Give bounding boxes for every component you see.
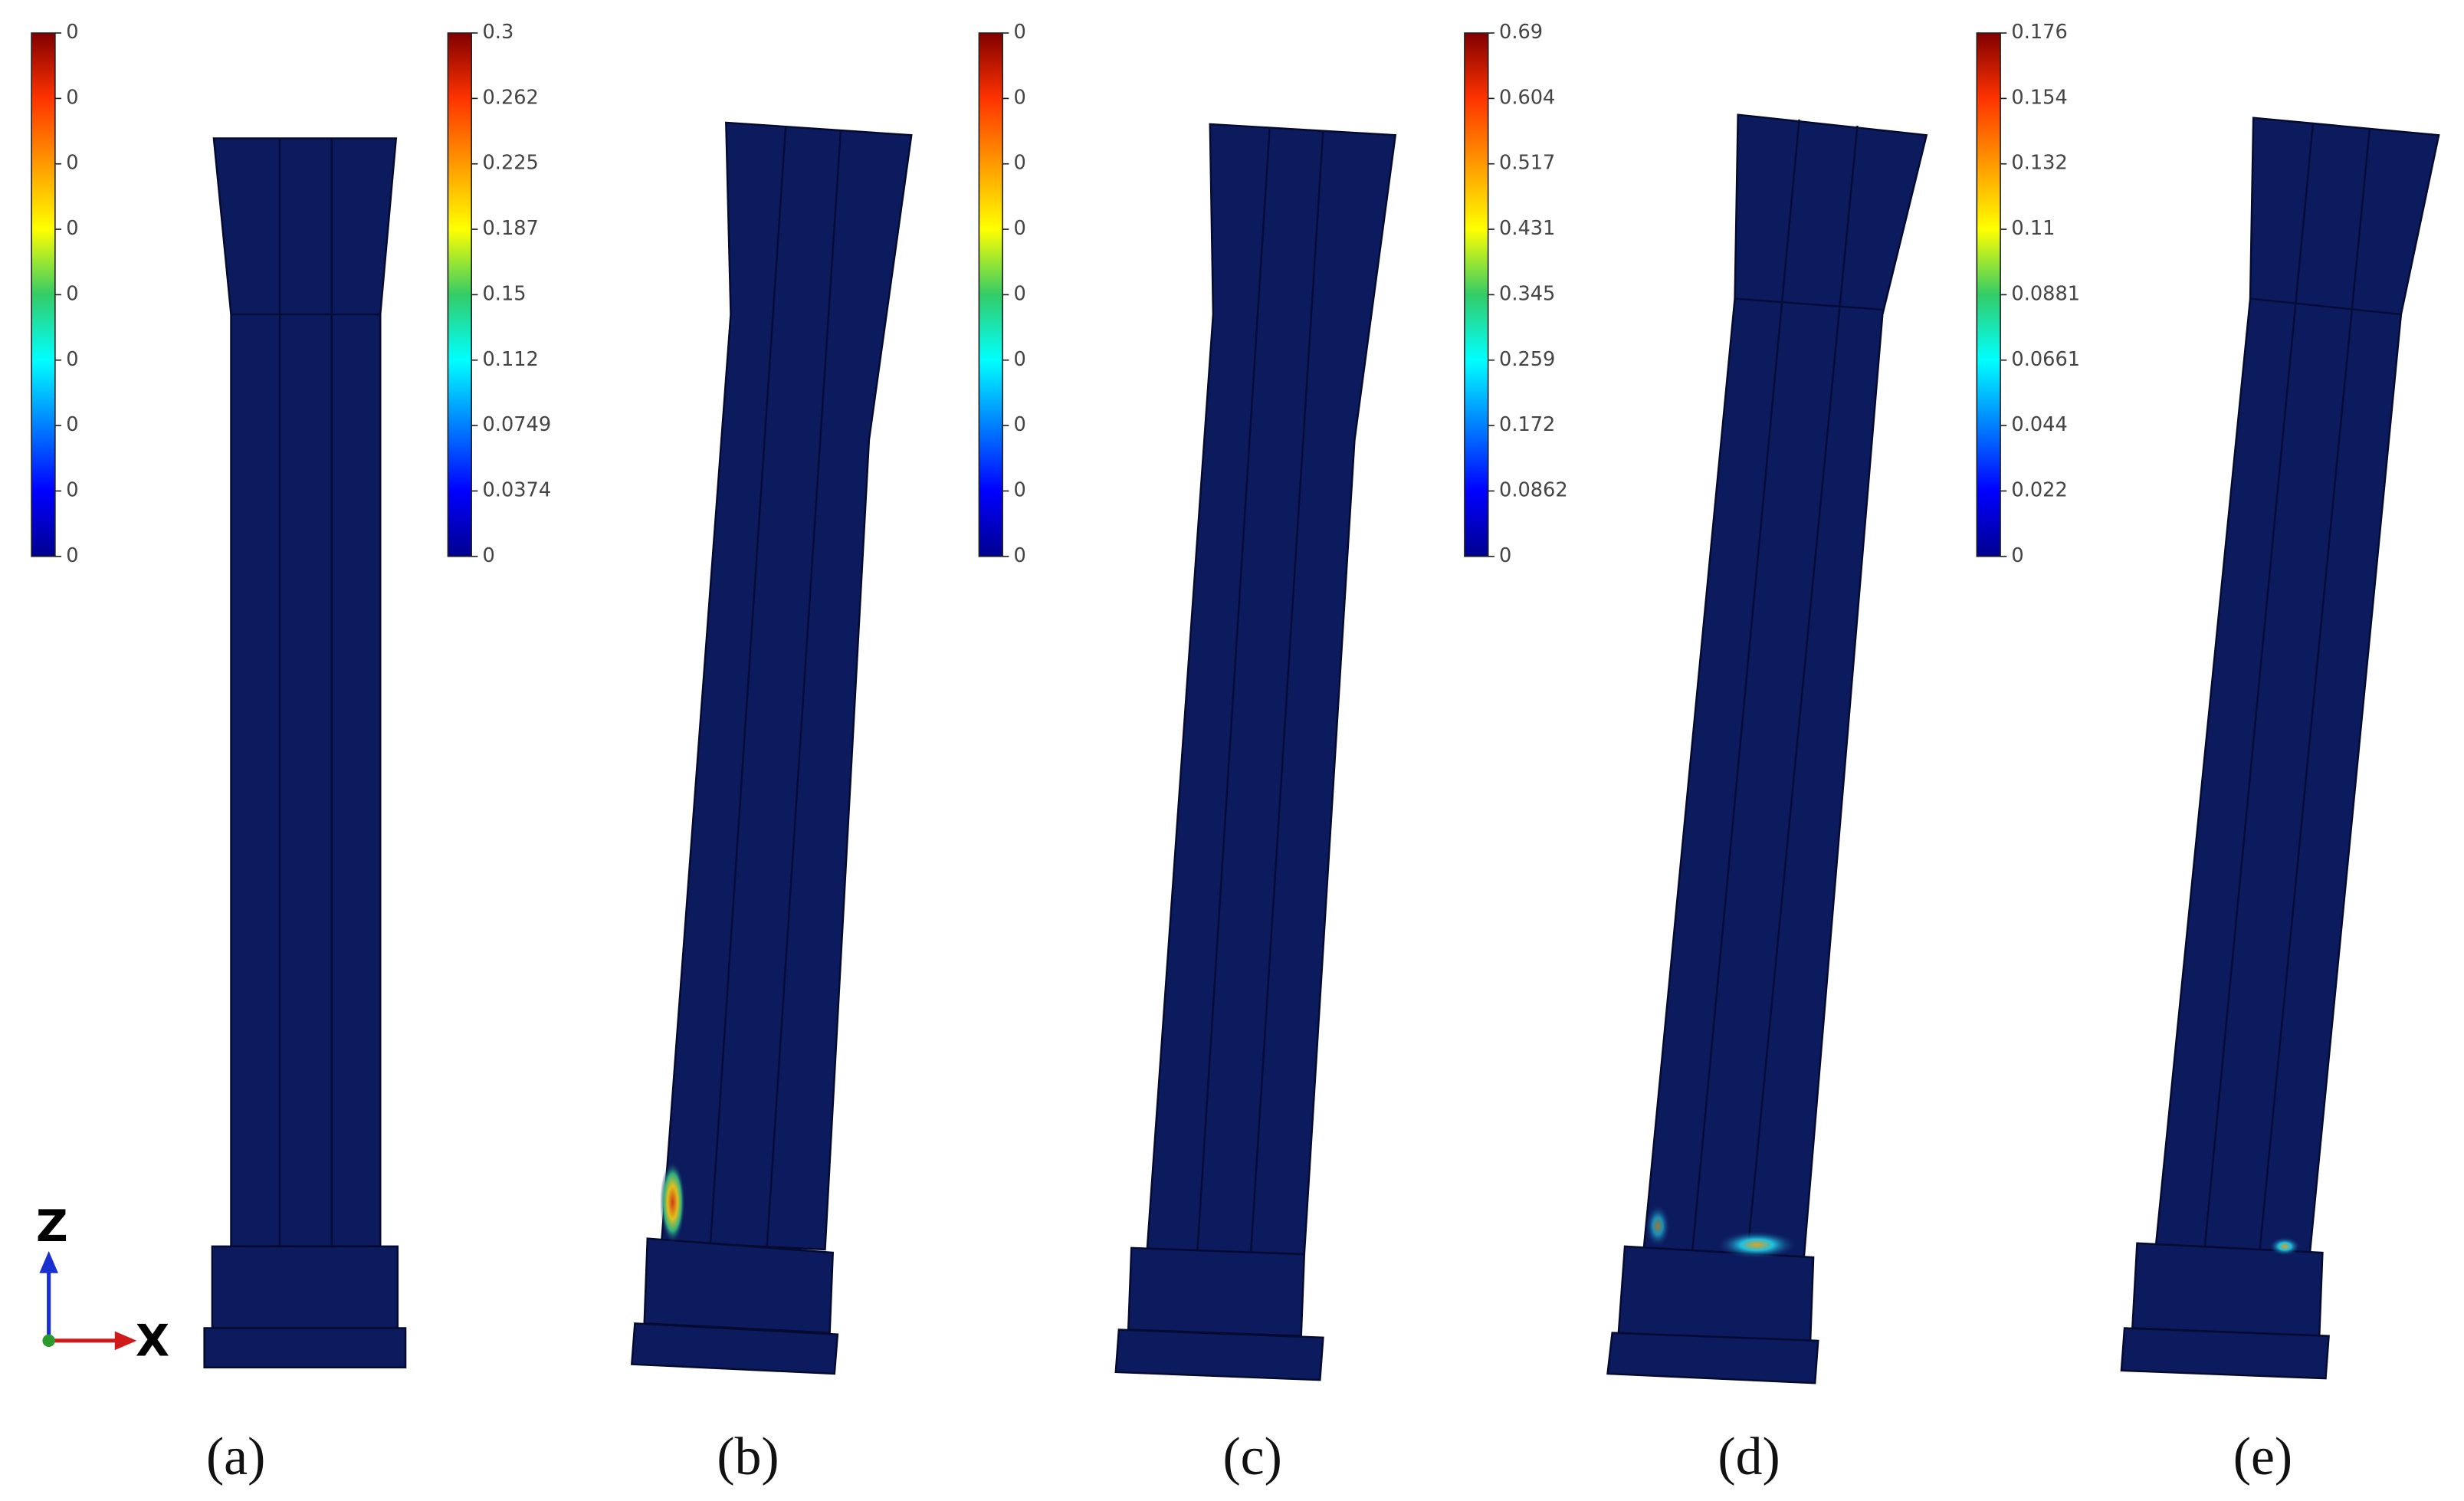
column-d — [1606, 113, 1928, 1384]
colorbar-label: 0 — [1014, 282, 1026, 305]
colorbar-label: 0.69 — [1499, 21, 1543, 44]
colorbar-label: 0 — [1014, 217, 1026, 240]
colorbar-label: 0 — [66, 21, 78, 44]
colorbar-label: 0 — [1014, 86, 1026, 109]
column-e — [2120, 117, 2440, 1380]
colorbar-label: 0 — [66, 152, 78, 175]
colorbar-label: 0 — [66, 478, 78, 501]
colorbar-label: 0 — [1499, 544, 1511, 567]
colorbar-label: 0.132 — [2011, 152, 2067, 175]
colorbar — [447, 32, 472, 557]
colorbar-label: 0.044 — [2011, 413, 2067, 436]
colorbar-label: 0 — [2011, 544, 2023, 567]
colorbar-label: 0.604 — [1499, 86, 1555, 109]
colorbar-label: 0 — [66, 544, 78, 567]
colorbar — [1976, 32, 2001, 557]
column-b — [630, 121, 913, 1375]
colorbar-label: 0.431 — [1499, 217, 1555, 240]
colorbar-label: 0 — [66, 217, 78, 240]
colorbar-label: 0 — [66, 86, 78, 109]
colorbar-label: 0 — [1014, 21, 1026, 44]
colorbar-label: 0.259 — [1499, 348, 1555, 371]
colorbar-label: 0.517 — [1499, 152, 1555, 175]
colorbar-label: 0.0749 — [483, 413, 552, 436]
colorbar — [31, 32, 56, 557]
colorbar-label: 0 — [1014, 478, 1026, 501]
colorbar-label: 0.0881 — [2011, 282, 2080, 305]
colorbar-label: 0.0862 — [1499, 478, 1568, 501]
colorbar-label: 0 — [66, 413, 78, 436]
axis-triad: Z X — [36, 1200, 169, 1367]
colorbar-label: 0.154 — [2011, 86, 2067, 109]
colorbar-label: 0.262 — [483, 86, 539, 109]
panel-label: (e) — [2233, 1427, 2292, 1486]
colorbar-label: 0.176 — [2011, 21, 2067, 44]
colorbar-label: 0.345 — [1499, 282, 1555, 305]
colorbar — [1464, 32, 1489, 557]
panel-label: (a) — [206, 1427, 265, 1486]
colorbar-label: 0.172 — [1499, 413, 1555, 436]
panel-label: (c) — [1222, 1427, 1281, 1486]
colorbar-label: 0 — [1014, 413, 1026, 436]
column-a — [203, 137, 407, 1368]
colorbar — [978, 32, 1003, 557]
colorbar-label: 0.3 — [483, 21, 514, 44]
colorbar-label: 0.022 — [2011, 478, 2067, 501]
colorbar-label: 0.15 — [483, 282, 527, 305]
panel-label: (b) — [717, 1427, 779, 1486]
colorbar-label: 0 — [1014, 544, 1026, 567]
colorbar-label: 0.0374 — [483, 478, 552, 501]
colorbar-label: 0 — [66, 348, 78, 371]
column-c — [1114, 123, 1397, 1381]
colorbar-label: 0.0661 — [2011, 348, 2080, 371]
colorbar-label: 0 — [66, 282, 78, 305]
colorbar-label: 0.187 — [483, 217, 539, 240]
colorbar-label: 0 — [1014, 348, 1026, 371]
colorbar-label: 0.112 — [483, 348, 539, 371]
x-axis-label: X — [136, 1315, 169, 1367]
colorbar-label: 0.225 — [483, 152, 539, 175]
colorbar-label: 0 — [483, 544, 495, 567]
z-axis-label: Z — [36, 1200, 68, 1252]
colorbar-label: 0.11 — [2011, 217, 2055, 240]
panel-label: (d) — [1718, 1427, 1780, 1486]
colorbar-label: 0 — [1014, 152, 1026, 175]
